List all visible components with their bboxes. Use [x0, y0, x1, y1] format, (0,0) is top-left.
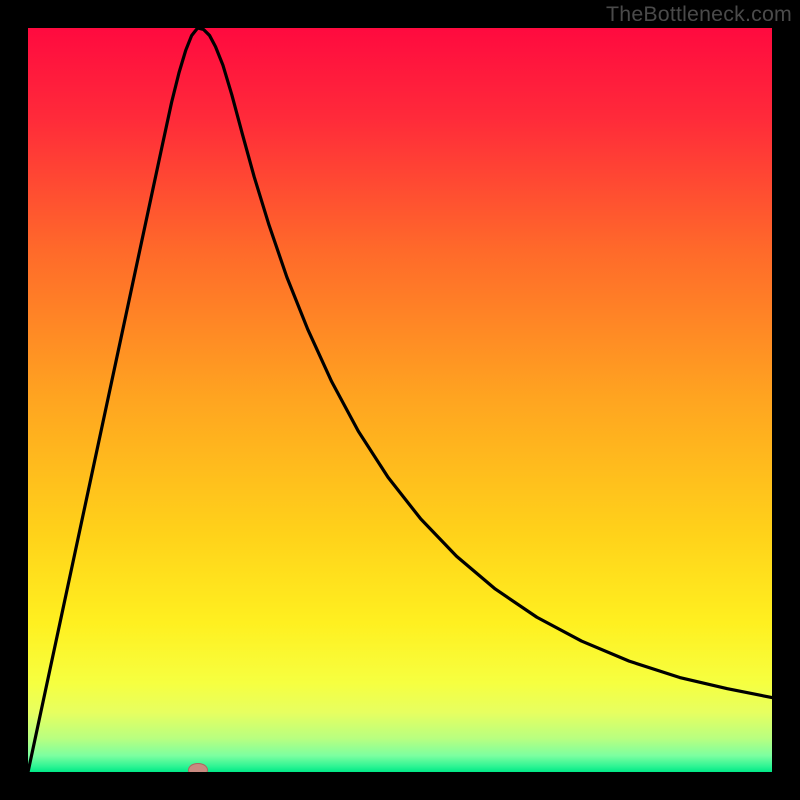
watermark-text: TheBottleneck.com	[606, 2, 792, 27]
black-frame	[0, 0, 800, 800]
chart-container: TheBottleneck.com	[0, 0, 800, 800]
